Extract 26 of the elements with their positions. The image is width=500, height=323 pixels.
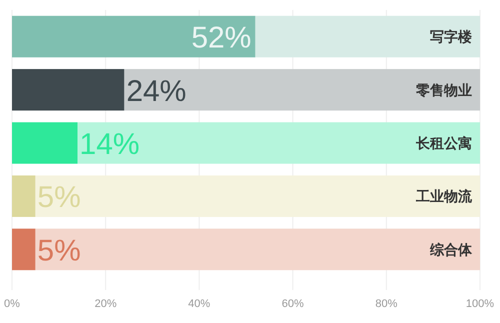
bar <box>78 122 480 164</box>
y-tick-label: 工业物流 <box>415 188 473 204</box>
bar <box>12 69 124 111</box>
data-label: 5% <box>37 181 81 214</box>
bar <box>124 69 480 111</box>
bar <box>12 228 36 270</box>
x-tick-label: 100% <box>466 298 494 310</box>
y-tick-label: 综合体 <box>429 241 473 258</box>
data-label: 5% <box>37 234 81 268</box>
x-tick-label: 40% <box>188 298 210 310</box>
bar <box>255 16 480 58</box>
bar <box>35 175 480 217</box>
bar <box>12 175 36 217</box>
data-label: 52% <box>191 22 252 55</box>
y-tick-label: 写字楼 <box>430 28 473 45</box>
bar <box>12 122 78 164</box>
data-label: 14% <box>80 128 140 161</box>
y-tick-label: 零售物业 <box>415 82 472 98</box>
x-tick-label: 60% <box>282 298 304 310</box>
x-tick-label: 0% <box>4 298 20 310</box>
data-label: 24% <box>126 74 186 108</box>
x-tick-label: 80% <box>375 298 398 310</box>
y-tick-label: 长租公寓 <box>415 135 472 151</box>
x-tick-label: 20% <box>94 298 117 310</box>
bar <box>35 228 480 270</box>
bar <box>12 16 256 58</box>
